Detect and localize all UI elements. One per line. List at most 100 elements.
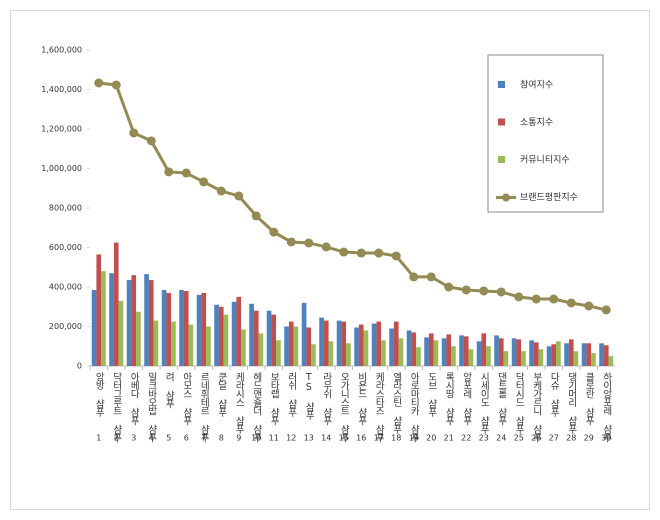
- rank-label: 18: [391, 434, 401, 443]
- line-marker: [374, 248, 384, 258]
- rank-label: 10: [251, 434, 261, 443]
- bar: [486, 346, 491, 366]
- rank-label: 4: [149, 434, 154, 443]
- bar: [511, 338, 517, 366]
- bar: [363, 330, 369, 366]
- bar: [218, 306, 224, 366]
- bar: [416, 347, 421, 366]
- category-label: 쿤달 샴푸: [216, 372, 227, 418]
- bar: [446, 334, 452, 366]
- bar: [271, 314, 277, 366]
- legend-swatch: [498, 118, 505, 126]
- line-marker: [409, 272, 419, 282]
- category-label: 시세이도 샴푸: [478, 372, 489, 435]
- bar: [311, 344, 316, 366]
- category-label: 록시땅 샴푸: [443, 372, 454, 426]
- bar: [433, 340, 439, 366]
- bar: [148, 280, 154, 366]
- rank-label: 25: [514, 434, 524, 443]
- bar: [91, 289, 97, 366]
- bar: [328, 341, 334, 366]
- bar: [236, 296, 242, 366]
- category-label: 러쉬 샴푸: [286, 372, 297, 418]
- category-label: 닥터그루트 샴푸: [111, 372, 122, 443]
- rank-label: 11: [269, 434, 279, 443]
- line-marker: [479, 286, 489, 296]
- bar: [231, 301, 237, 366]
- line-marker: [216, 186, 226, 196]
- category-label: 려 샴푸: [163, 371, 174, 409]
- bar: [144, 274, 149, 366]
- bar: [398, 338, 404, 366]
- bar: [161, 289, 167, 366]
- category-label: 부케가르니 샴푸: [531, 372, 542, 443]
- bar: [503, 351, 509, 366]
- rank-label: 13: [304, 434, 314, 443]
- rank-label: 8: [219, 434, 224, 443]
- bar: [306, 327, 312, 366]
- bar: [463, 336, 469, 366]
- y-tick-label: 200,000: [49, 322, 82, 331]
- legend-label: 참여지수: [520, 79, 553, 91]
- y-tick-label: 1,600,000: [41, 46, 82, 55]
- bar: [223, 314, 229, 366]
- bar: [586, 343, 592, 366]
- line-marker: [146, 136, 156, 146]
- category-label: 헤드앤숄더 샴푸: [251, 371, 262, 443]
- rank-label: 20: [426, 434, 436, 443]
- rank-label: 17: [374, 434, 384, 443]
- rank-label: 9: [236, 434, 241, 443]
- y-tick-label: 800,000: [49, 204, 82, 213]
- category-label: 엘라스틴 샴푸: [391, 372, 402, 435]
- rank-label: 24: [496, 434, 506, 443]
- legend-swatch: [498, 156, 505, 163]
- legend-label: 커뮤니티지수: [520, 155, 570, 166]
- bar: [494, 335, 499, 366]
- y-tick-label: 400,000: [49, 283, 82, 292]
- bar: [153, 320, 159, 366]
- line-marker: [584, 301, 594, 311]
- bar: [608, 356, 614, 366]
- bar: [538, 349, 544, 366]
- category-label: 라우쉬 샴푸: [321, 372, 332, 426]
- line-marker: [181, 168, 191, 178]
- rank-label: 23: [479, 434, 489, 443]
- bar: [533, 342, 539, 366]
- category-label: TS 샴푸: [303, 372, 314, 421]
- bar: [481, 333, 487, 366]
- bar: [411, 332, 417, 366]
- bar: [516, 339, 522, 366]
- line-marker: [339, 247, 349, 257]
- line-marker: [531, 294, 541, 304]
- line-marker: [199, 177, 209, 187]
- bar: [109, 273, 114, 366]
- rank-label: 16: [356, 434, 366, 443]
- bar: [101, 271, 106, 366]
- rank-label: 15: [339, 434, 349, 443]
- bar: [521, 351, 526, 366]
- category-label: 앙포레 샴푸: [461, 371, 472, 426]
- bar: [136, 311, 141, 366]
- rank-label: 12: [286, 434, 296, 443]
- rank-label: 7: [201, 434, 206, 443]
- rank-label: 3: [131, 434, 136, 443]
- bar: [201, 292, 207, 366]
- legend-swatch: [498, 81, 505, 88]
- bar: [603, 345, 609, 366]
- rank-label: 27: [549, 434, 559, 443]
- bar: [459, 335, 464, 366]
- bar: [258, 333, 264, 366]
- bar: [529, 340, 534, 366]
- bar: [546, 346, 552, 366]
- bar: [196, 294, 202, 366]
- bar: [556, 341, 561, 366]
- line-marker: [304, 238, 314, 248]
- line-marker: [461, 285, 471, 295]
- bar: [381, 340, 386, 366]
- bar: [591, 353, 596, 366]
- category-label: 케라스타즈 샴푸: [373, 372, 384, 443]
- category-label: 댄트롤 샴푸: [496, 372, 507, 426]
- legend-label: 브랜드평판지수: [520, 192, 578, 203]
- line-marker: [601, 305, 611, 315]
- bar: [301, 302, 307, 366]
